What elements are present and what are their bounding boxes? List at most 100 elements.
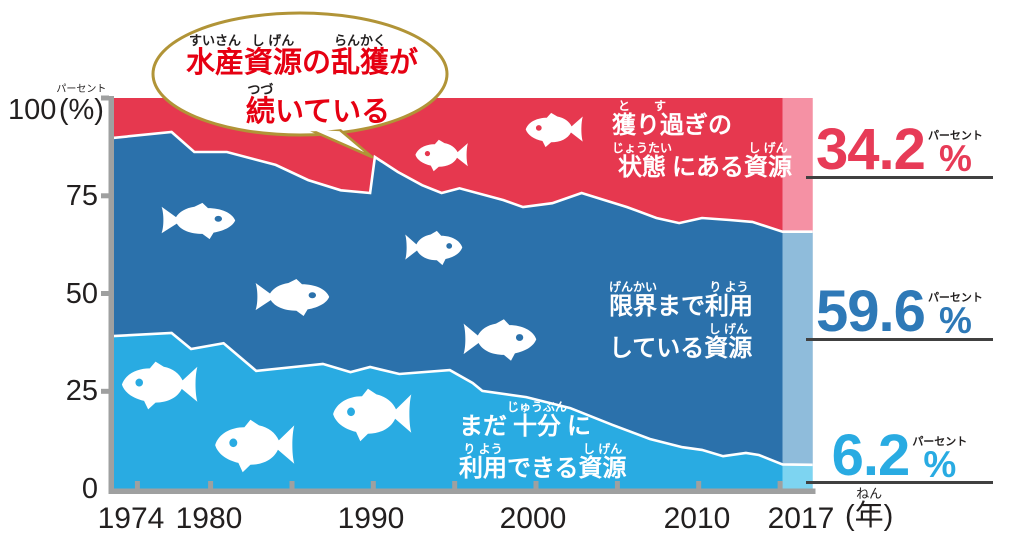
ruby-segment: じゅうぶん 十分 <box>507 400 568 440</box>
series-label-overfished-line1: と獲すり過 ぎの <box>612 100 792 139</box>
x-tick-2000: 2000 <box>499 502 567 535</box>
pct-under-unit-furigana: パーセント <box>912 436 968 448</box>
x-axis-unit: ねん (年) <box>845 487 893 532</box>
ruby-segment: げんかい 限界 <box>609 280 658 320</box>
bubble-text-line2: つづ続 いている <box>178 82 458 128</box>
x-tick-mark <box>134 481 140 489</box>
pct-fully-unit-symbol: % <box>938 300 972 341</box>
ruby-segment: し げん 資源 <box>578 442 627 482</box>
series-label-fully-line1: げんかい 限界 までり よう 利用 <box>609 281 753 320</box>
fish-icon <box>121 361 198 410</box>
y-axis-unit-furigana: パーセント <box>56 84 107 95</box>
y-tick-mark <box>101 95 109 101</box>
x-tick-mark <box>289 481 295 489</box>
pct-fully: 59.6 パーセント % <box>806 266 993 341</box>
pct-under-unit: パーセント % <box>912 436 968 485</box>
x-tick-mark <box>452 481 458 489</box>
pct-under-unit-symbol: % <box>923 444 957 485</box>
pct-fully-underline <box>806 338 993 341</box>
pct-overfished-value: 34.2 <box>816 117 926 182</box>
ruby-segment: に <box>567 413 592 440</box>
fish-icon <box>161 202 236 240</box>
x-tick-mark <box>696 481 702 489</box>
fish-icon <box>415 139 468 172</box>
y-tick-0: 0 <box>81 473 98 505</box>
fish-icon <box>333 388 412 442</box>
ruby-segment: つづ続 <box>245 82 275 128</box>
fish-icon <box>463 319 537 361</box>
speech-bubble-inner <box>156 16 444 132</box>
y-tick-25: 25 <box>65 375 98 407</box>
area-underexploited <box>782 464 813 489</box>
x-tick-2017: 2017 <box>767 502 835 535</box>
y-axis-max-label: 100 パーセント (%) <box>8 84 106 125</box>
y-tick-mark <box>101 388 109 394</box>
fish-icon <box>405 230 463 266</box>
series-label-under-line1: まだ じゅうぶん 十分 に <box>459 401 627 440</box>
ruby-segment: り よう 利用 <box>705 280 754 320</box>
ruby-segment: と獲 <box>612 99 636 139</box>
x-axis-unit-label: (年) <box>845 500 894 532</box>
y-axis-unit-symbol: (%) <box>58 94 104 126</box>
fish-icon <box>255 278 330 317</box>
ruby-segment: まだ <box>459 413 507 440</box>
x-tick-1974: 1974 <box>97 502 165 535</box>
ruby-segment: にある <box>672 154 745 181</box>
ruby-segment: まで <box>657 293 706 320</box>
pct-fully-unit-furigana: パーセント <box>927 292 983 304</box>
boundary-underexploited-line <box>112 331 813 467</box>
area-overfished <box>782 98 813 232</box>
ruby-segment: ぎの <box>684 112 732 139</box>
pct-overfished-unit-symbol: % <box>938 138 972 179</box>
ruby-segment: じょうたい 状態 <box>612 141 673 181</box>
boundary-overfished-line <box>112 130 813 233</box>
y-tick-mark <box>101 193 109 199</box>
ruby-segment: り よう 利用 <box>459 442 507 482</box>
x-tick-1980: 1980 <box>175 502 243 535</box>
x-tick-1990: 1990 <box>337 502 405 535</box>
pct-overfished-unit: パーセント % <box>927 130 983 179</box>
series-label-under: まだ じゅうぶん 十分 に り よう 利用 できるし げん 資源 <box>459 401 627 485</box>
area-fully-exploited <box>113 132 813 465</box>
series-label-fully-line2: しているし げん 資源 <box>609 323 753 362</box>
bubble-text-line1: すいさん 水産し げん 資源 のらんかく 乱獲 が <box>157 33 447 79</box>
y-tick-75: 75 <box>65 180 98 212</box>
series-label-under-line2: り よう 利用 できるし げん 資源 <box>459 443 627 482</box>
pct-overfished: 34.2 パーセント % <box>806 104 993 179</box>
x-tick-mark <box>777 481 783 489</box>
ruby-segment: できる <box>507 455 579 482</box>
ruby-segment: している <box>609 335 705 362</box>
x-tick-mark <box>370 481 376 489</box>
x-tick-mark <box>614 481 620 489</box>
y-axis-line <box>108 96 114 493</box>
x-tick-mark <box>533 481 539 489</box>
ruby-segment: すいさん 水産 <box>185 33 244 79</box>
pct-under-underline <box>806 481 993 484</box>
series-label-overfished-line2: じょうたい 状態 にあるし げん 資源 <box>612 142 792 181</box>
pct-under-value: 6.2 <box>831 423 911 488</box>
fish-icon <box>215 419 295 473</box>
highlight-2017-band <box>782 98 813 489</box>
ruby-segment: すり過 <box>636 99 684 139</box>
y-tick-mark <box>101 291 109 296</box>
pct-overfished-unit-furigana: パーセント <box>927 130 983 142</box>
ruby-segment: し げん 資源 <box>704 322 753 362</box>
ruby-segment: いている <box>274 96 391 128</box>
y-tick-50: 50 <box>65 278 98 310</box>
pct-fully-unit: パーセント % <box>927 292 983 341</box>
series-label-fully: げんかい 限界 までり よう 利用 しているし げん 資源 <box>609 281 753 365</box>
ruby-segment: らんかく 乱獲 <box>331 33 390 79</box>
area-fully-exploited <box>782 231 813 465</box>
ruby-segment: し げん 資源 <box>744 141 793 181</box>
x-tick-2010: 2010 <box>663 502 731 535</box>
series-label-overfished: と獲すり過 ぎの じょうたい 状態 にあるし げん 資源 <box>612 100 792 184</box>
x-axis-line <box>108 488 816 494</box>
fish-icon <box>525 112 583 148</box>
y-axis-max-value: 100 <box>8 94 57 126</box>
pct-fully-value: 59.6 <box>816 279 926 344</box>
ruby-segment: が <box>389 47 419 79</box>
x-axis-unit-furigana: ねん <box>856 486 883 501</box>
ruby-segment: の <box>301 47 331 79</box>
